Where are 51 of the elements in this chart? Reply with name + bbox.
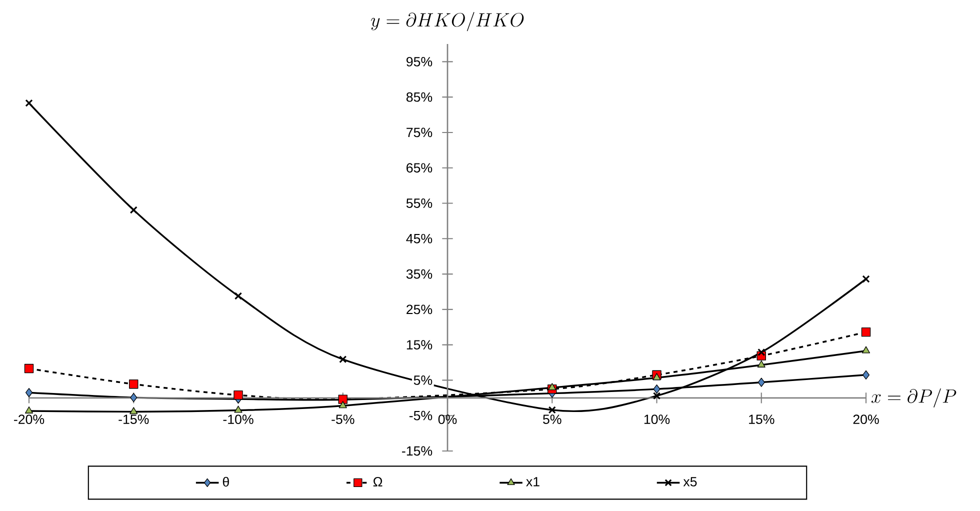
- point: [548, 406, 556, 414]
- legend-label: x1: [526, 477, 540, 486]
- point: [130, 407, 138, 414]
- point: [652, 373, 661, 380]
- point: [758, 378, 765, 387]
- point: [234, 292, 242, 300]
- point: [129, 380, 138, 389]
- y-tick-label: 75%: [406, 128, 432, 138]
- y-tick-label: 35%: [406, 269, 432, 279]
- y-tick-label: 45%: [406, 234, 432, 244]
- point: [758, 348, 766, 356]
- point: [25, 99, 33, 107]
- y-tick-label: 95%: [406, 56, 432, 66]
- x-tick-label: 15%: [749, 414, 774, 424]
- x-tick-label: 0%: [438, 414, 457, 424]
- point: [652, 392, 661, 400]
- point: [548, 383, 556, 390]
- y-tick-label: 25%: [406, 304, 432, 314]
- point: [862, 275, 870, 283]
- y-tick-label: 65%: [406, 163, 432, 173]
- point: [338, 401, 347, 408]
- point: [130, 206, 138, 214]
- x-tick-label: -5%: [332, 414, 354, 424]
- point: [339, 356, 347, 364]
- point: [757, 360, 766, 368]
- y-tick-label: 85%: [406, 92, 432, 102]
- point: [25, 388, 33, 398]
- x-tick-label: 5%: [543, 414, 562, 424]
- y-axis-title: $y = \partial HKO / HKO$: [371, 12, 524, 32]
- point: [24, 364, 34, 374]
- point: [234, 406, 242, 413]
- y-tick-label: -15%: [402, 446, 432, 456]
- x-tick-label: 20%: [853, 414, 879, 424]
- x-tick-label: 10%: [644, 414, 670, 424]
- legend-label: θ: [222, 476, 229, 487]
- point: [24, 406, 34, 414]
- legend-label: x5: [683, 477, 697, 486]
- point: [862, 346, 870, 354]
- x-tick-label: -20%: [14, 414, 44, 424]
- point: [130, 392, 138, 402]
- point: [862, 370, 870, 380]
- y-tick-label: 5%: [414, 376, 432, 385]
- point: [861, 327, 871, 337]
- x-tick-label: -10%: [223, 414, 254, 424]
- point: [234, 390, 243, 400]
- point: [653, 384, 660, 394]
- x-axis-title: $x = \partial P / P$: [871, 388, 956, 408]
- legend-label: Ω: [373, 477, 382, 486]
- y-tick-label: 15%: [406, 340, 432, 350]
- x-tick-label: -15%: [118, 414, 149, 424]
- y-tick-label: 55%: [406, 198, 432, 208]
